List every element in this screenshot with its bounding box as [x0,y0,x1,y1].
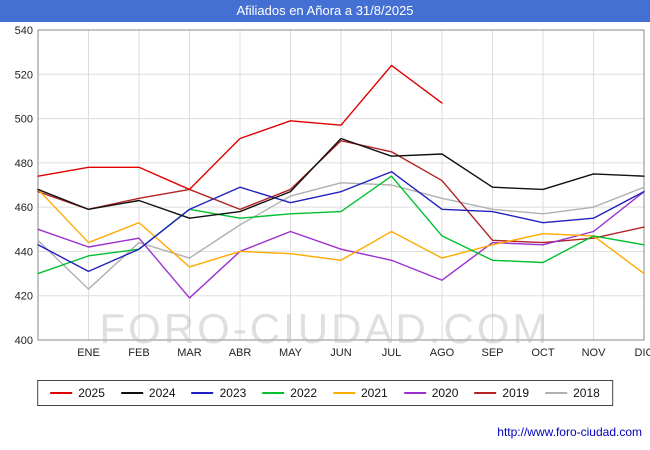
x-tick-label: FEB [128,347,149,359]
legend-label: 2025 [78,386,105,400]
y-tick-label: 440 [15,246,33,258]
legend-item-2022: 2022 [262,386,317,400]
y-tick-label: 420 [15,291,33,303]
y-tick-label: 400 [15,335,33,347]
chart-legend: 2025 2024 2023 2022 2021 2020 2019 2018 [37,380,613,406]
y-tick-label: 500 [15,114,33,126]
series-line-2019 [37,140,645,244]
legend-swatch-2024 [120,392,143,394]
series-line-2025 [37,64,443,191]
series-line-2023 [37,171,645,273]
series-line-2021 [37,188,645,275]
series-line-2024 [37,137,645,219]
legend-swatch-2022 [262,392,285,394]
legend-item-2018: 2018 [545,386,600,400]
legend-swatch-2023 [191,392,214,394]
legend-swatch-2021 [333,392,355,394]
legend-label: 2020 [431,386,459,400]
legend-label: 2022 [290,386,317,400]
x-tick-label: OCT [531,347,555,359]
x-tick-label: MAR [177,347,202,359]
x-tick-label: NOV [582,347,607,359]
y-tick-label: 460 [15,202,33,214]
x-tick-label: AGO [430,347,455,359]
legend-swatch-2018 [545,392,568,394]
legend-label: 2024 [148,386,176,400]
legend-label: 2018 [573,386,600,400]
legend-swatch-2020 [403,392,426,394]
y-tick-label: 480 [15,158,33,170]
legend-swatch-2019 [474,392,497,394]
legend-item-2020: 2020 [403,386,459,400]
x-tick-label: SEP [481,347,503,359]
x-tick-label: MAY [279,347,303,359]
x-tick-label: ENE [77,347,100,359]
series-line-2020 [37,190,645,299]
y-tick-label: 540 [15,25,33,37]
legend-item-2021: 2021 [333,386,388,400]
x-tick-label: DIC [635,347,650,359]
legend-label: 2023 [219,386,247,400]
legend-item-2024: 2024 [120,386,176,400]
legend-item-2025: 2025 [50,386,105,400]
legend-label: 2021 [361,386,388,400]
line-chart: 400 420 440 460 480 500 520 540 ENE FEB MAR ABR MAY J… [15,25,650,359]
footer-url[interactable]: http://www.foro-ciudad.com [497,425,642,439]
legend-label: 2019 [502,386,530,400]
x-tick-label: ABR [229,347,252,359]
chart-area: 400 420 440 460 480 500 520 540 ENE FEB MAR ABR MAY J… [0,22,650,367]
chart-title: Afiliados en Añora a 31/8/2025 [0,0,650,22]
legend-swatch-2025 [50,392,73,394]
x-tick-label: JUN [330,347,351,359]
x-tick-label: JUL [382,347,402,359]
series-line-2018 [37,182,645,290]
legend-item-2023: 2023 [191,386,247,400]
y-tick-label: 520 [15,69,33,81]
legend-item-2019: 2019 [474,386,529,400]
